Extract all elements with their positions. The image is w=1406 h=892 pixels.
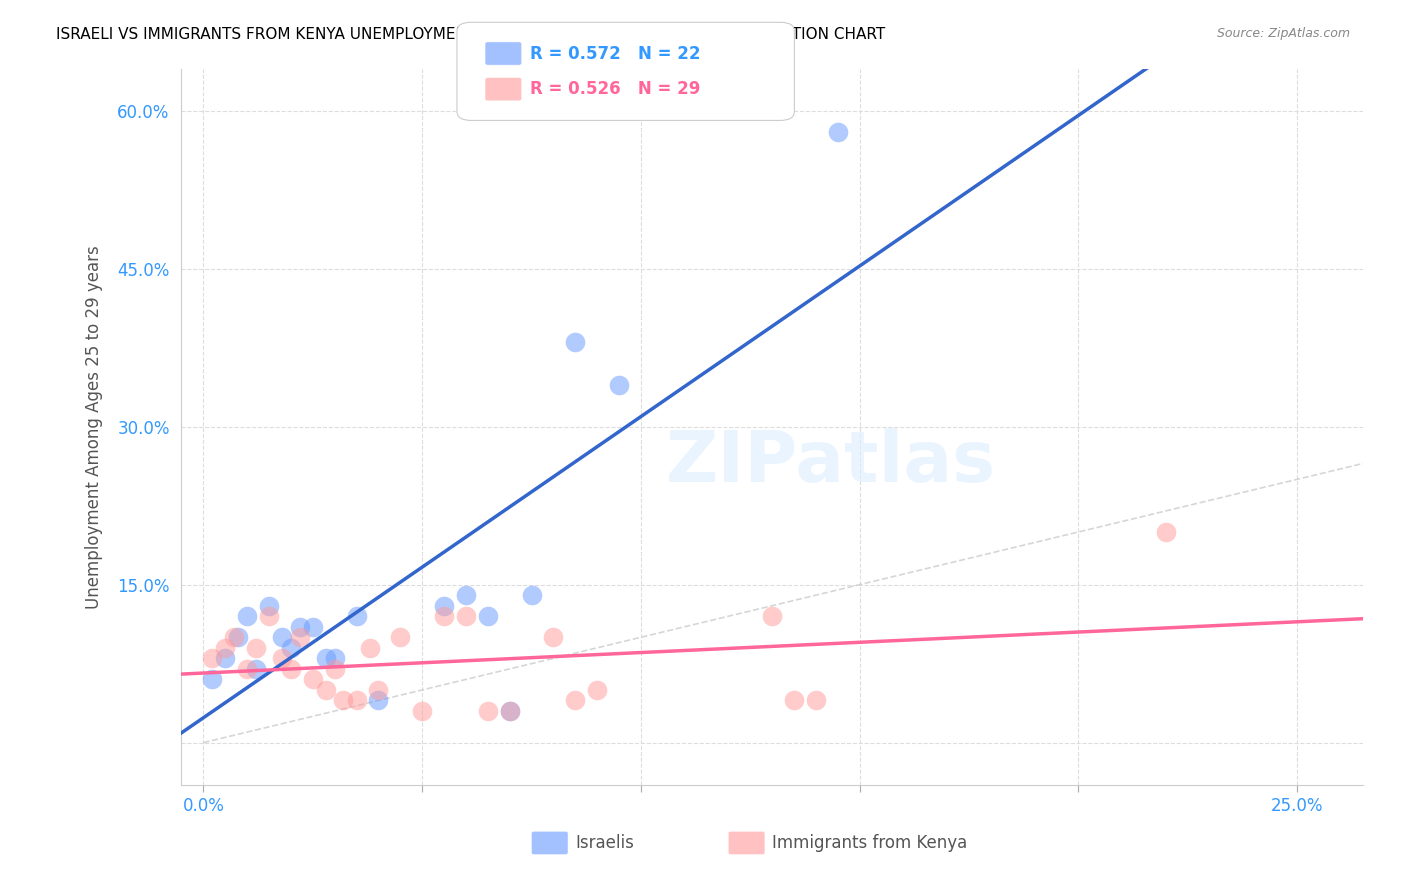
Text: Immigrants from Kenya: Immigrants from Kenya — [772, 834, 967, 852]
Text: ZIPatlas: ZIPatlas — [666, 428, 997, 497]
Point — [323, 662, 346, 676]
Point — [783, 693, 806, 707]
Point — [332, 693, 354, 707]
Point — [498, 704, 520, 718]
Point — [301, 673, 323, 687]
Text: R = 0.526   N = 29: R = 0.526 N = 29 — [530, 80, 700, 98]
Point — [433, 599, 456, 613]
Point — [433, 609, 456, 624]
Point — [498, 704, 520, 718]
Point — [477, 609, 499, 624]
Point — [245, 662, 267, 676]
Point — [804, 693, 827, 707]
Point — [323, 651, 346, 665]
Point — [520, 588, 543, 602]
Point — [1154, 524, 1177, 539]
Point — [245, 640, 267, 655]
Point — [761, 609, 783, 624]
Text: Israelis: Israelis — [575, 834, 634, 852]
Point — [564, 335, 586, 350]
Text: R = 0.572   N = 22: R = 0.572 N = 22 — [530, 45, 700, 62]
Point — [315, 682, 337, 697]
Point — [236, 609, 259, 624]
Point — [201, 673, 224, 687]
Point — [271, 651, 294, 665]
Point — [257, 609, 280, 624]
Point — [228, 630, 250, 644]
Point — [271, 630, 294, 644]
Point — [288, 620, 311, 634]
Text: Source: ZipAtlas.com: Source: ZipAtlas.com — [1216, 27, 1350, 40]
Point — [280, 662, 302, 676]
Point — [346, 693, 368, 707]
Point — [389, 630, 412, 644]
Point — [301, 620, 323, 634]
Point — [454, 588, 477, 602]
Point — [222, 630, 245, 644]
Point — [257, 599, 280, 613]
Point — [367, 693, 389, 707]
Text: ISRAELI VS IMMIGRANTS FROM KENYA UNEMPLOYMENT AMONG AGES 25 TO 29 YEARS CORRELAT: ISRAELI VS IMMIGRANTS FROM KENYA UNEMPLO… — [56, 27, 886, 42]
Point — [411, 704, 433, 718]
Point — [346, 609, 368, 624]
Point — [586, 682, 609, 697]
Point — [454, 609, 477, 624]
Point — [288, 630, 311, 644]
Point — [543, 630, 565, 644]
Point — [477, 704, 499, 718]
Point — [201, 651, 224, 665]
Point — [214, 640, 236, 655]
Point — [827, 125, 849, 139]
Point — [367, 682, 389, 697]
Point — [564, 693, 586, 707]
Point — [359, 640, 381, 655]
Point — [607, 377, 630, 392]
Y-axis label: Unemployment Among Ages 25 to 29 years: Unemployment Among Ages 25 to 29 years — [86, 244, 103, 608]
Point — [280, 640, 302, 655]
Point — [214, 651, 236, 665]
Point — [315, 651, 337, 665]
Point — [236, 662, 259, 676]
